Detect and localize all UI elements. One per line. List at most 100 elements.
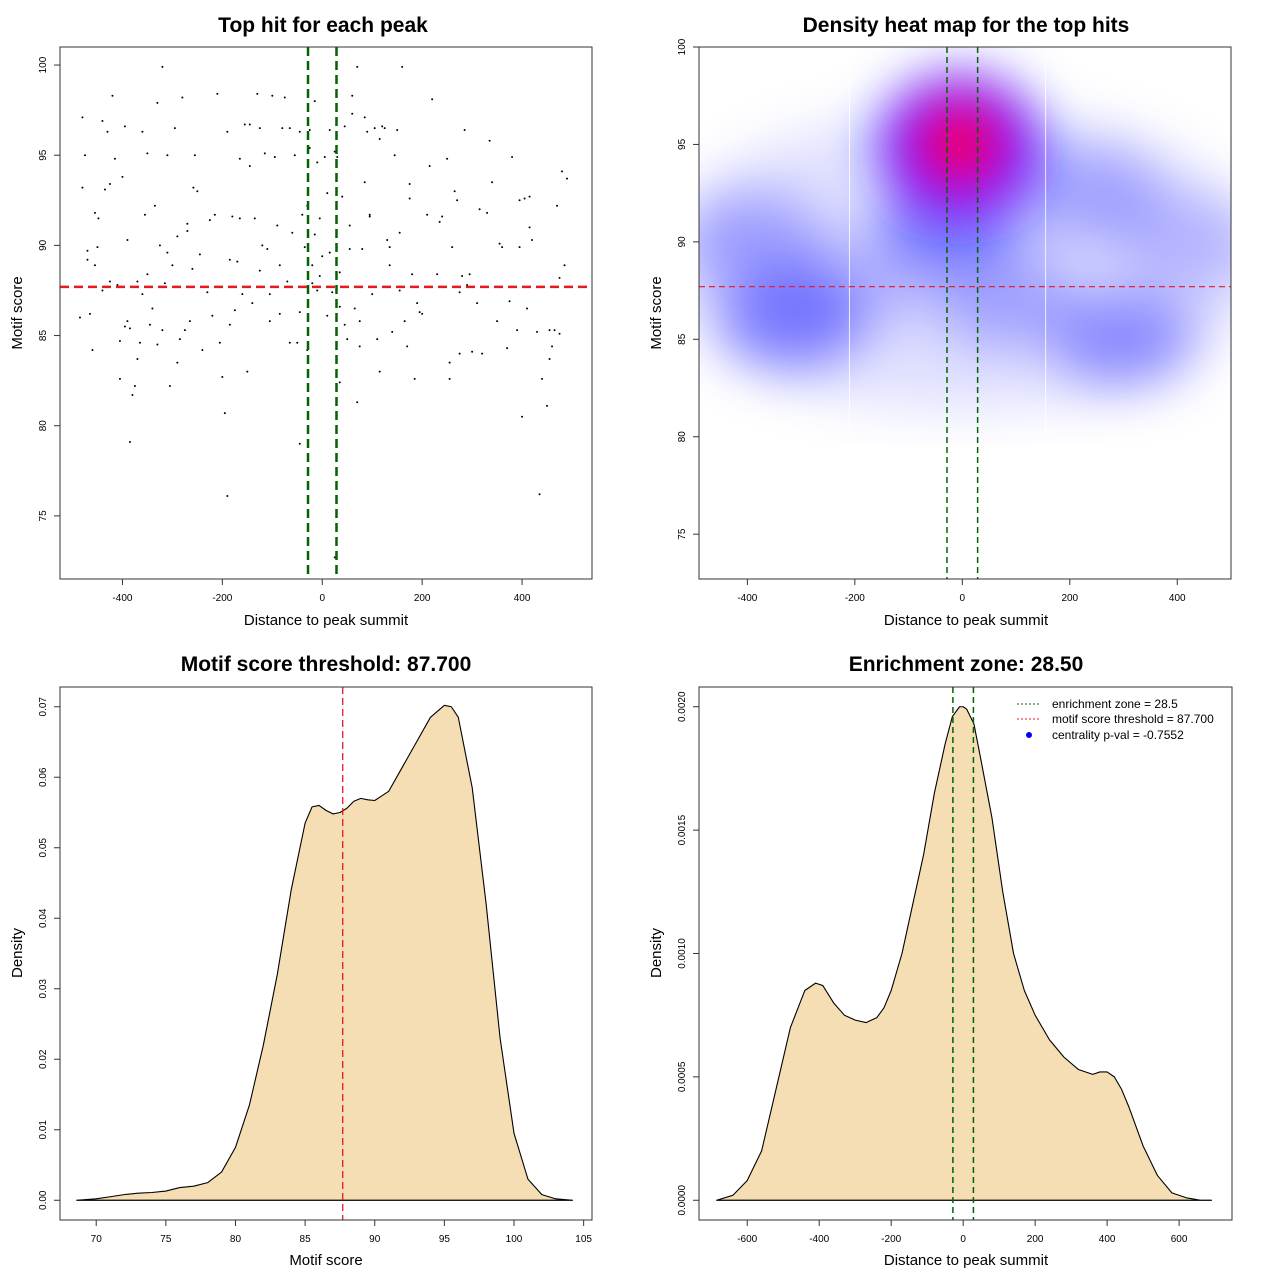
scatter-point <box>326 192 329 195</box>
scatter-point <box>263 152 266 155</box>
scatter-point <box>166 154 169 157</box>
scatter-point <box>561 170 564 173</box>
scatter-point <box>83 154 86 157</box>
heatmap-density-peak <box>1021 145 1162 242</box>
scatter-point <box>388 246 391 249</box>
scatter-point <box>296 341 299 344</box>
scatter-point <box>318 217 321 220</box>
motif-density-x-tick-label: 70 <box>91 1234 103 1245</box>
scatter-point <box>311 282 314 285</box>
motif-density-x-tick-label: 75 <box>160 1234 172 1245</box>
scatter-point <box>451 246 454 249</box>
scatter-point <box>268 320 271 323</box>
heatmap-density-peak <box>699 193 823 290</box>
scatter-point <box>326 314 329 317</box>
scatter-point <box>121 175 124 178</box>
scatter-point <box>488 139 491 142</box>
heatmap-title: Density heat map for the top hits <box>803 14 1130 37</box>
motif-density-axes: 70 75 80 85 90 95 100 105 0.00 0.01 0.02 0.03 0.04 0.… <box>38 697 592 1245</box>
enrichment-density-area <box>716 706 1213 1201</box>
scatter-point <box>441 215 444 218</box>
scatter-point <box>192 186 195 189</box>
motif-density-y-tick-label: 0.06 <box>38 767 49 787</box>
enrichment-x-tick-label: 0 <box>960 1234 966 1245</box>
scatter-point <box>133 385 136 388</box>
scatter-point <box>448 361 451 364</box>
scatter-point <box>88 312 91 315</box>
scatter-point <box>103 188 106 191</box>
scatter-point <box>408 183 411 186</box>
enrichment-y-tick-label: 0.0000 <box>677 1185 688 1216</box>
scatter-point <box>278 312 281 315</box>
scatter-point <box>86 249 89 252</box>
scatter-point <box>86 258 89 261</box>
motif-density-x-tick-label: 80 <box>230 1234 242 1245</box>
scatter-point <box>163 282 166 285</box>
scatter-point <box>343 125 346 128</box>
scatter-point <box>351 94 354 97</box>
scatter-point <box>138 341 141 344</box>
enrichment-x-tick-label: -400 <box>809 1234 829 1245</box>
scatter-point <box>361 247 364 250</box>
scatter-point <box>376 338 379 341</box>
scatter-point <box>401 65 404 68</box>
heatmap-y-tick-label: 80 <box>677 431 688 443</box>
scatter-point <box>108 280 111 283</box>
scatter-point <box>498 242 501 245</box>
scatter-point <box>363 116 366 119</box>
enrichment-x-tick-label: 600 <box>1171 1234 1188 1245</box>
motif-density-y-tick-label: 0.05 <box>38 838 49 858</box>
scatter-point <box>161 65 164 68</box>
scatter-point <box>546 404 549 407</box>
scatter-y-tick-label: 75 <box>38 510 49 522</box>
scatter-point <box>363 181 366 184</box>
scatter-point <box>528 226 531 229</box>
scatter-point <box>381 125 384 128</box>
scatter-point <box>496 320 499 323</box>
heatmap-marks <box>699 47 1231 579</box>
heatmap-x-tick-label: 400 <box>1169 593 1186 604</box>
scatter-point <box>413 377 416 380</box>
scatter-point <box>238 217 241 220</box>
scatter-point <box>421 312 424 315</box>
scatter-point <box>321 255 324 258</box>
scatter-point <box>156 101 159 104</box>
scatter-point <box>158 244 161 247</box>
scatter-point <box>506 347 509 350</box>
scatter-plot-frame <box>59 46 593 580</box>
scatter-point <box>461 275 464 278</box>
scatter-point <box>91 348 94 351</box>
scatter-point <box>406 345 409 348</box>
scatter-point <box>188 320 191 323</box>
scatter-point <box>566 177 569 180</box>
motif-density-x-axis-label: Motif score <box>289 1252 362 1269</box>
scatter-point <box>416 302 419 305</box>
enrichment-x-tick-label: -600 <box>737 1234 757 1245</box>
heatmap-panel: Density heat map for the top hits -400 -2… <box>648 14 1232 629</box>
scatter-point <box>186 229 189 232</box>
scatter-point <box>476 302 479 305</box>
legend-centrality-pval: centrality p-val = -0.7552 <box>1052 728 1184 742</box>
scatter-point <box>553 329 556 332</box>
scatter-point <box>228 323 231 326</box>
scatter-point <box>436 273 439 276</box>
legend-blue-dot <box>1026 732 1032 738</box>
scatter-point <box>258 127 261 130</box>
scatter-point <box>288 341 291 344</box>
scatter-point <box>391 330 394 333</box>
scatter-point <box>541 377 544 380</box>
scatter-point <box>491 181 494 184</box>
scatter-point <box>563 264 566 267</box>
scatter-point <box>218 341 221 344</box>
legend-enrichment-zone: enrichment zone = 28.5 <box>1052 697 1178 711</box>
scatter-point <box>113 157 116 160</box>
scatter-point <box>233 309 236 312</box>
scatter-point <box>143 213 146 216</box>
scatter-point <box>288 127 291 130</box>
scatter-point <box>131 394 134 397</box>
scatter-point <box>338 305 341 308</box>
scatter-point <box>93 264 96 267</box>
enrichment-title: Enrichment zone: 28.50 <box>849 653 1084 676</box>
scatter-point <box>216 92 219 95</box>
